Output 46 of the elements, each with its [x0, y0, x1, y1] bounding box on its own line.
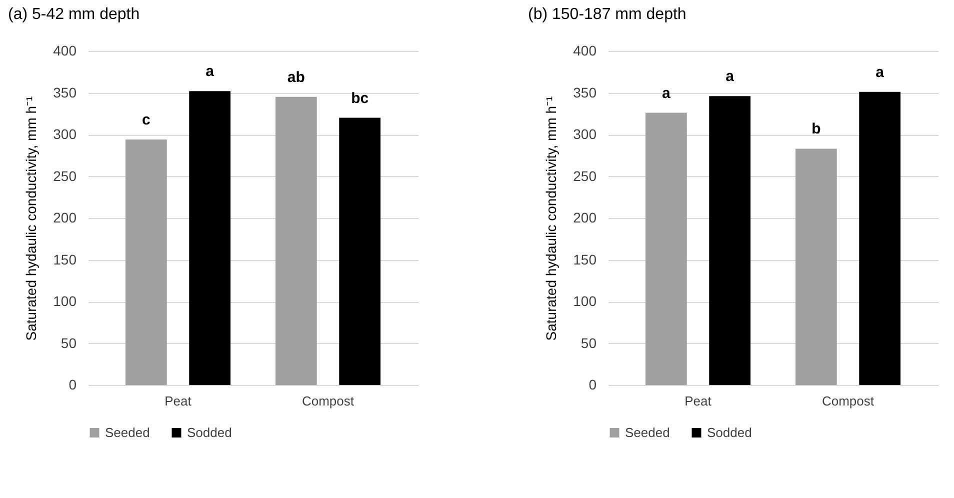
- bar: [276, 96, 317, 385]
- y-tick-label: 200: [53, 210, 77, 226]
- legend-label: Sodded: [707, 424, 752, 440]
- bar: [126, 140, 167, 385]
- x-tick-label: Compost: [822, 394, 874, 408]
- y-tick-label: 100: [573, 293, 597, 309]
- legend-label: Seeded: [105, 424, 150, 440]
- y-tick-label: 250: [573, 168, 597, 184]
- bar: [646, 112, 687, 385]
- legend-label: Seeded: [625, 424, 670, 440]
- data-label: b: [812, 120, 821, 138]
- y-tick-label: 350: [53, 84, 77, 100]
- y-tick-label: 400: [573, 42, 597, 58]
- y-tick-label: 350: [573, 84, 597, 100]
- y-tick-label: 150: [573, 251, 597, 268]
- y-tick-label: 50: [60, 334, 77, 351]
- chart-title: (b) 150-187 mm depth: [528, 6, 686, 23]
- bar: [859, 92, 900, 385]
- data-label: bc: [351, 90, 369, 107]
- x-tick-label: Peat: [684, 394, 712, 408]
- x-tick-label: Compost: [302, 394, 354, 408]
- y-tick-label: 250: [53, 168, 77, 184]
- x-tick-label: Peat: [164, 394, 192, 408]
- y-tick-label: 100: [53, 293, 77, 309]
- y-tick-label: 0: [68, 376, 77, 392]
- y-tick-label: 300: [573, 126, 597, 142]
- bar: [189, 91, 230, 385]
- y-axis-title: Saturated hydaulic conductivity, mm h⁻¹: [543, 96, 560, 341]
- y-tick-label: 400: [53, 42, 77, 58]
- data-label: c: [142, 112, 150, 129]
- bar: [709, 96, 750, 385]
- data-label: a: [876, 64, 885, 81]
- bar: [339, 118, 380, 385]
- data-label: a: [662, 84, 672, 102]
- chart-title: (a) 5-42 mm depth: [8, 6, 140, 23]
- y-tick-label: 0: [588, 376, 597, 392]
- bar: [796, 148, 837, 385]
- legend-label: Sodded: [187, 424, 232, 440]
- y-tick-label: 150: [53, 251, 77, 268]
- y-tick-label: 300: [53, 126, 77, 142]
- data-label: a: [726, 68, 735, 86]
- y-tick-label: 200: [573, 210, 597, 226]
- y-axis-title: Saturated hydaulic conductivity, mm h⁻¹: [23, 96, 40, 341]
- data-label: a: [206, 63, 215, 80]
- data-label: ab: [287, 68, 305, 86]
- y-tick-label: 50: [580, 334, 597, 351]
